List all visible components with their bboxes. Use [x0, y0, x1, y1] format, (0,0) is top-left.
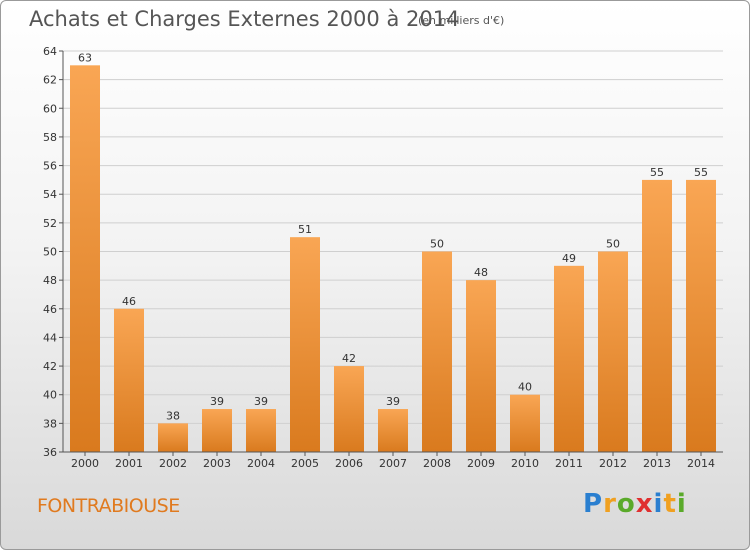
x-tick-label: 2011: [555, 457, 583, 470]
chart-subtitle: (en milliers d'€): [418, 14, 505, 27]
bar-2001: [114, 308, 144, 452]
x-tick-label: 2008: [423, 457, 451, 470]
x-tick-label: 2009: [467, 457, 495, 470]
bar-2004: [246, 409, 276, 452]
bar-2013: [642, 179, 672, 452]
bar-value-label: 51: [298, 223, 312, 236]
city-name: FONTRABIOUSE: [37, 495, 180, 517]
x-tick-label: 2004: [247, 457, 275, 470]
bar-value-label: 49: [562, 252, 576, 265]
bar-2002: [158, 423, 188, 452]
logo-letter: t: [663, 489, 677, 519]
axes: 36 38 40 42 44 46 48 50 52 54 56 58 60 62 64 2000 2001 20…: [43, 45, 723, 470]
y-tick-label: 60: [43, 102, 57, 115]
logo-letter: P: [583, 489, 604, 519]
bar-2010: [510, 394, 540, 452]
x-tick-label: 2012: [599, 457, 627, 470]
bar-value-label: 55: [694, 166, 708, 179]
x-tick-label: 2002: [159, 457, 187, 470]
bar-2005: [290, 237, 320, 452]
bar-2011: [554, 265, 584, 452]
y-tick-label: 44: [43, 331, 57, 344]
x-tick-label: 2013: [643, 457, 671, 470]
logo-letter: r: [603, 489, 617, 519]
logo-letter: i: [653, 489, 664, 519]
bar-value-label: 40: [518, 381, 532, 394]
bars: 63 46 38 39 39 51 42 39 50 48 40 49 50 55 55: [70, 51, 716, 453]
bar-value-label: 63: [78, 51, 92, 64]
y-tick-label: 58: [43, 131, 57, 144]
y-tick-label: 38: [43, 417, 57, 430]
x-tick-label: 2006: [335, 457, 363, 470]
bar-value-label: 39: [210, 395, 224, 408]
bar-2008: [422, 251, 452, 452]
y-tick-label: 50: [43, 246, 57, 259]
x-tick-label: 2007: [379, 457, 407, 470]
y-tick-label: 40: [43, 389, 57, 402]
bar-2000: [70, 65, 100, 453]
y-tick-label: 64: [43, 45, 57, 58]
x-tick-label: 2001: [115, 457, 143, 470]
bar-value-label: 38: [166, 409, 180, 422]
bar-2014: [686, 179, 716, 452]
bar-value-label: 48: [474, 266, 488, 279]
proxiti-logo[interactable]: Proxiti: [583, 489, 687, 519]
logo-letter: o: [616, 489, 636, 519]
y-tick-label: 54: [43, 188, 57, 201]
logo-letter: x: [635, 489, 654, 519]
bar-value-label: 50: [430, 238, 444, 251]
bar-value-label: 50: [606, 238, 620, 251]
logo-letter: i: [676, 489, 687, 519]
bar-value-label: 39: [386, 395, 400, 408]
y-tick-label: 46: [43, 303, 57, 316]
x-tick-label: 2000: [71, 457, 99, 470]
bar-value-label: 42: [342, 352, 356, 365]
x-tick-label: 2003: [203, 457, 231, 470]
bar-value-label: 46: [122, 295, 136, 308]
bar-2007: [378, 409, 408, 452]
x-tick-label: 2014: [687, 457, 715, 470]
y-tick-label: 62: [43, 74, 57, 87]
y-tick-label: 56: [43, 160, 57, 173]
bar-value-label: 39: [254, 395, 268, 408]
y-tick-label: 42: [43, 360, 57, 373]
x-tick-label: 2005: [291, 457, 319, 470]
y-tick-label: 48: [43, 274, 57, 287]
bar-value-label: 55: [650, 166, 664, 179]
bar-2003: [202, 409, 232, 452]
bar-2009: [466, 280, 496, 452]
y-tick-label: 36: [43, 446, 57, 459]
x-tick-label: 2010: [511, 457, 539, 470]
bar-2012: [598, 251, 628, 452]
bar-2006: [334, 366, 364, 452]
y-tick-label: 52: [43, 217, 57, 230]
chart-title: Achats et Charges Externes 2000 à 2014: [29, 7, 460, 31]
